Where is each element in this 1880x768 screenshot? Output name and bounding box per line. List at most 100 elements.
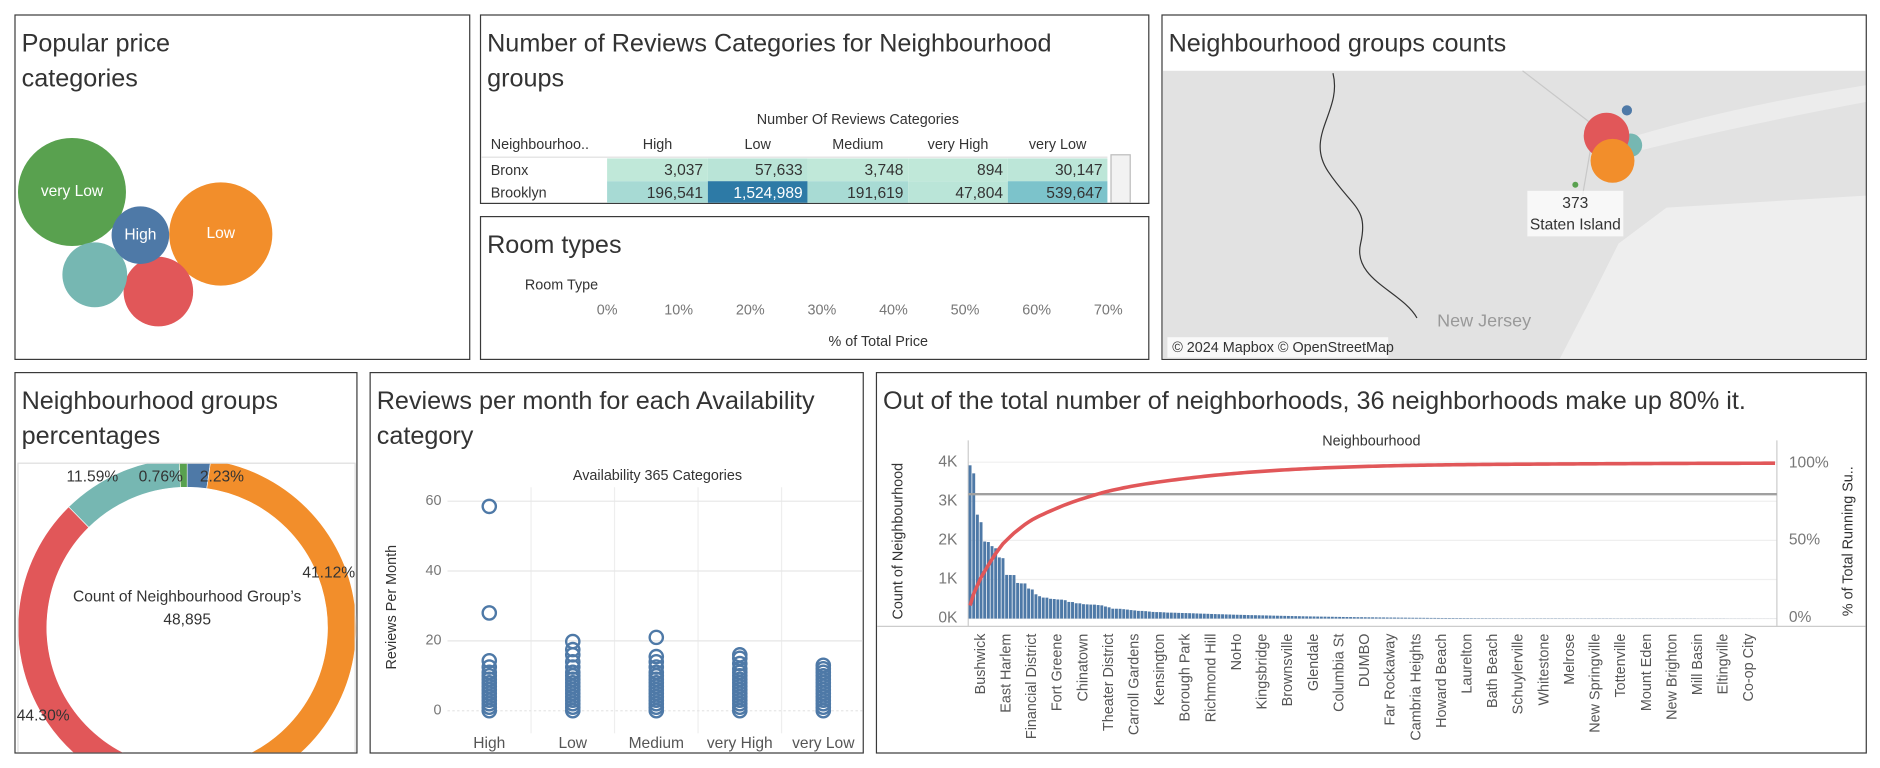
row-header: Bronx	[491, 163, 529, 179]
bar	[1052, 599, 1056, 619]
bar	[1005, 574, 1009, 619]
bar	[1140, 610, 1144, 619]
bar	[1407, 617, 1411, 619]
y-axis-label: Reviews Per Month	[384, 545, 400, 670]
x-tick-label: 70%	[1094, 303, 1123, 319]
x-tick-label: Low	[558, 735, 587, 752]
x-tick-label: Bushwick	[973, 633, 989, 695]
cell-value: 3,748	[864, 162, 903, 179]
x-tick-label: Mount Eden	[1639, 634, 1655, 712]
map-value-label: 373	[1562, 195, 1588, 212]
cell-value: 47,804	[955, 185, 1003, 202]
y-axis-label: Count of Neighbourhood	[890, 463, 906, 620]
bar	[1074, 603, 1078, 619]
bar	[1363, 617, 1367, 619]
bar	[1078, 603, 1082, 619]
bar	[1257, 615, 1261, 619]
bar	[1458, 618, 1462, 619]
cell-value: 3,037	[664, 162, 703, 179]
y2-tick-label: 0%	[1789, 609, 1812, 626]
panel-title: Number of Reviews Categories for Neighbo…	[487, 30, 1052, 93]
plot-frame	[17, 462, 356, 753]
bar	[1177, 612, 1181, 619]
bubble-label: High	[124, 226, 156, 243]
bar	[1027, 588, 1031, 619]
table-cell	[807, 181, 909, 203]
bar	[1349, 617, 1353, 619]
point	[648, 629, 665, 646]
bar	[1122, 609, 1126, 619]
bar	[1199, 613, 1203, 619]
x-tick-label: Tottenville	[1613, 634, 1629, 698]
y-tick-label: 20	[426, 633, 442, 649]
bar	[1111, 608, 1115, 619]
bar	[1235, 614, 1239, 619]
bar	[1118, 608, 1122, 619]
bar	[1338, 616, 1342, 619]
bar	[1327, 616, 1331, 619]
donut-value-label: 44.30%	[17, 708, 70, 725]
bar	[1389, 617, 1393, 619]
map-attribution: © 2024 Mapbox © OpenStreetMap	[1172, 340, 1394, 356]
bar	[1114, 608, 1118, 619]
bar	[1444, 617, 1448, 619]
map-bubble	[1572, 181, 1579, 188]
column-header: Low	[744, 137, 771, 153]
bar	[997, 557, 1001, 619]
bar	[1151, 611, 1155, 619]
bar	[1411, 617, 1415, 619]
x-tick-label: Richmond Hill	[1203, 634, 1219, 723]
bar	[1374, 617, 1378, 619]
room-chart: Room Type 0% 10% 20% 30% 40% 50% 60% 70% % of Tot…	[525, 277, 1123, 349]
bar	[986, 542, 990, 619]
bar	[1085, 604, 1089, 619]
bar	[1071, 602, 1074, 619]
bar	[1275, 615, 1279, 619]
bar	[1279, 615, 1283, 619]
cell-value: 57,633	[755, 162, 803, 179]
bar	[1429, 617, 1433, 619]
column-header: Medium	[832, 137, 883, 153]
pareto-chart: Neighbourhood Count of Neighbourhood % of …	[877, 433, 1866, 741]
x-tick-label: Fort Greene	[1050, 634, 1066, 712]
bar	[1367, 617, 1371, 619]
x-tick-label: 0%	[597, 303, 618, 319]
bar	[990, 546, 994, 619]
x-tick-label: 50%	[951, 303, 980, 319]
map: 373 Staten Island New Jersey © 2024 Mapbox …	[1162, 70, 1866, 359]
bar	[1382, 617, 1386, 619]
bar	[1341, 616, 1345, 619]
column-header: very High	[928, 137, 989, 153]
x-tick-label: Financial District	[1024, 634, 1040, 739]
reviews-table-panel: Number Of Reviews Categories Neighbourhoo…	[479, 14, 1150, 205]
table-cell	[707, 158, 808, 182]
bar	[1330, 616, 1334, 619]
bar	[1107, 607, 1111, 619]
x-tick-label: East Harlem	[998, 634, 1014, 713]
bar	[1060, 599, 1064, 619]
bar	[1294, 616, 1298, 619]
bar	[968, 465, 972, 619]
bar	[1217, 614, 1221, 619]
price-panel: very Low Low High Popular price categories	[14, 14, 471, 361]
row-header: Brooklyn	[491, 186, 547, 202]
bar	[1034, 594, 1038, 619]
bubble	[62, 242, 128, 308]
y-tick-label: 4K	[938, 453, 958, 470]
map-bubble	[1621, 105, 1633, 116]
cell-value: 1,524,989	[733, 185, 802, 202]
bar	[1290, 616, 1294, 619]
map-panel: 373 Staten Island New Jersey © 2024 Mapbox …	[1161, 14, 1867, 361]
bar	[1433, 617, 1437, 619]
map-label-box	[1527, 190, 1624, 237]
bar	[1133, 610, 1137, 619]
point	[481, 605, 498, 621]
bar	[1447, 618, 1451, 619]
y-tick-label: 0K	[938, 610, 958, 627]
bar	[1305, 616, 1309, 619]
bar	[1312, 616, 1316, 619]
bar	[1056, 599, 1060, 619]
reviews-table: Number Of Reviews Categories Neighbourhoo…	[481, 112, 1131, 203]
bar	[1440, 617, 1444, 619]
x-tick-label: Medium	[629, 735, 684, 752]
